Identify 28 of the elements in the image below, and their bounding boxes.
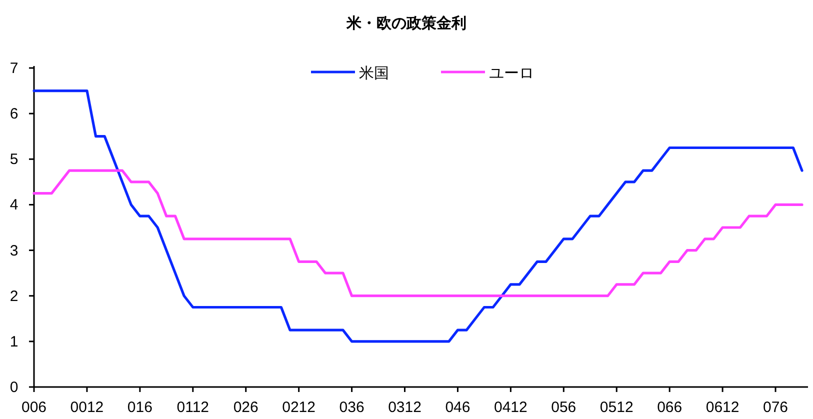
line-series [32,169,804,298]
y-tick-label: 2 [10,288,18,305]
x-tick-label: 0612 [706,399,740,416]
y-tick-label: 7 [10,60,18,77]
x-tick-label: 076 [763,399,788,416]
y-tick-label: 6 [10,106,18,123]
x-tick-label: 066 [657,399,682,416]
y-tick-label: 5 [10,151,18,168]
legend-label: ユーロ [489,65,534,82]
line-series [32,89,804,343]
y-tick-label: 1 [10,333,18,350]
x-tick-label: 026 [233,399,258,416]
chart-title: 米・欧の政策金利 [346,15,466,32]
x-tick-label: 036 [339,399,364,416]
y-tick-label: 0 [10,379,18,396]
x-tick-label: 0012 [70,399,104,416]
x-tick-label: 016 [127,399,152,416]
x-tick-label: 0212 [282,399,316,416]
x-tick-label: 0312 [388,399,422,416]
x-tick-label: 0112 [176,399,210,416]
x-tick-label: 056 [551,399,576,416]
x-tick-label: 0412 [494,399,528,416]
x-tick-label: 0512 [600,399,634,416]
x-tick-label: 046 [445,399,470,416]
legend-label: 米国 [359,65,389,82]
y-tick-label: 4 [10,196,18,214]
x-tick-label: 006 [21,399,47,416]
y-tick-label: 3 [10,242,18,260]
